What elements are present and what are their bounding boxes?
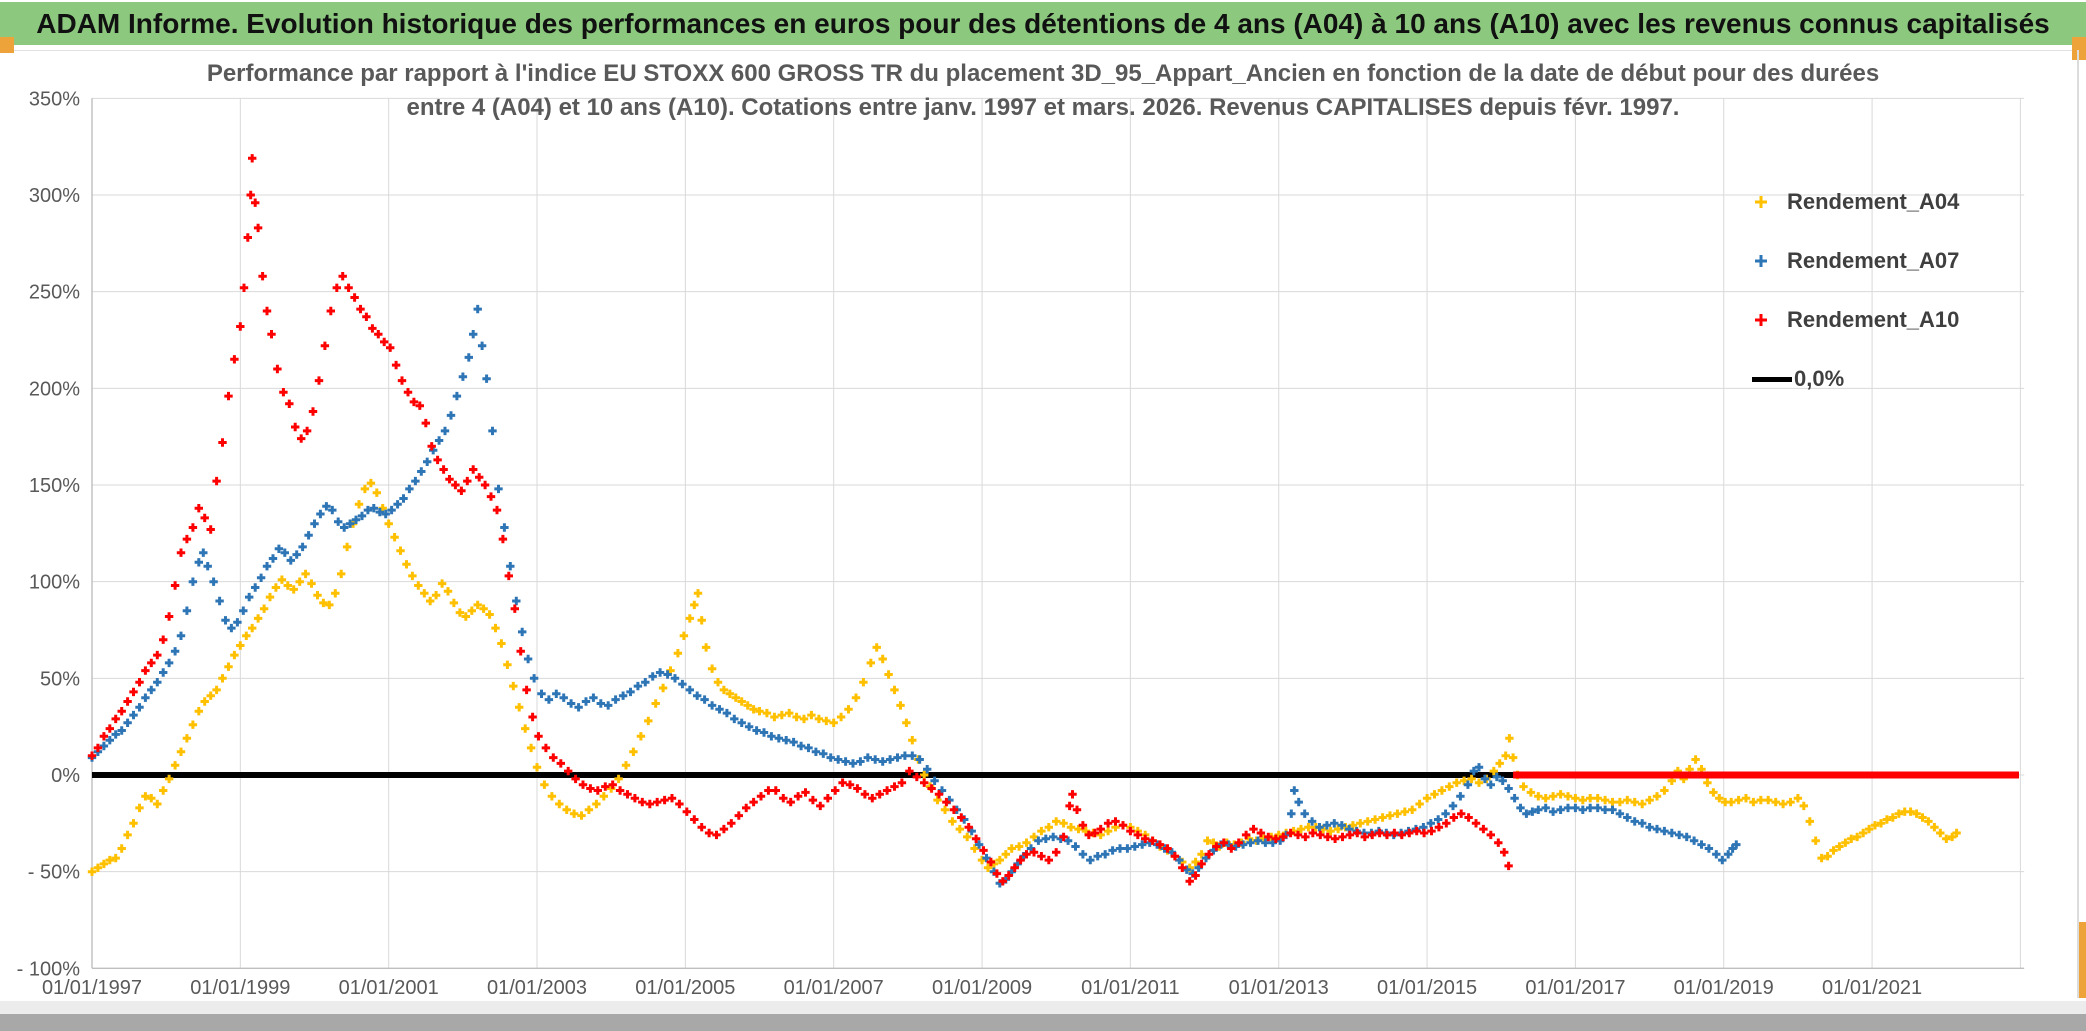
x-tick-label: 01/01/2013 <box>1229 977 1329 999</box>
legend-item-rendement-a10[interactable]: Rendement_A10 <box>1752 304 2052 336</box>
y-tick-label: 100% <box>29 572 80 594</box>
y-tick-label: - 100% <box>17 958 81 980</box>
x-tick-label: 01/01/2001 <box>339 977 439 999</box>
plus-marker-icon <box>1755 314 1767 326</box>
window-title-bar: ADAM Informe. Evolution historique des p… <box>0 0 2086 45</box>
x-tick-label: 01/01/2017 <box>1525 977 1625 999</box>
x-tick-label: 01/01/2009 <box>932 977 1032 999</box>
y-tick-label: 350% <box>29 88 80 110</box>
chart-title-line2: entre 4 (A04) et 10 ans (A10). Cotations… <box>406 94 1680 121</box>
plus-marker-icon <box>1755 196 1767 208</box>
legend-label: Rendement_A04 <box>1787 189 1960 214</box>
legend-item-zero-line[interactable]: 0,0% <box>1752 363 2052 395</box>
x-tick-label: 01/01/2003 <box>487 977 587 999</box>
y-tick-label: - 50% <box>28 862 80 884</box>
chart-frame-right <box>2077 50 2079 998</box>
legend-item-rendement-a07[interactable]: Rendement_A07 <box>1752 245 2052 277</box>
x-tick-label: 01/01/1999 <box>190 977 290 999</box>
gold-accent-right-top <box>2072 37 2086 60</box>
gold-accent-right-bottom <box>2079 922 2086 998</box>
y-tick-label: 0% <box>51 765 80 787</box>
x-tick-label: 01/01/1997 <box>42 977 142 999</box>
chart-legend: Rendement_A04 Rendement_A07 Rendement_A1… <box>1752 186 2052 422</box>
x-tick-label: 01/01/2007 <box>784 977 884 999</box>
legend-item-rendement-a04[interactable]: Rendement_A04 <box>1752 186 2052 218</box>
legend-label: 0,0% <box>1794 366 1845 391</box>
x-tick-label: 01/01/2015 <box>1377 977 1477 999</box>
y-tick-label: 250% <box>29 282 80 304</box>
y-tick-label: 200% <box>29 378 80 400</box>
series-rendement_a04 <box>87 478 1961 876</box>
y-tick-label: 300% <box>29 185 80 207</box>
header-divider <box>0 50 2086 51</box>
x-tick-label: 01/01/2019 <box>1674 977 1774 999</box>
chart-title-line1: Performance par rapport à l'indice EU ST… <box>206 60 1880 87</box>
x-tick-label: 01/01/2021 <box>1822 977 1922 999</box>
zero-line-swatch-icon <box>1752 376 1792 382</box>
y-tick-label: 150% <box>29 475 80 497</box>
page-title: ADAM Informe. Evolution historique des p… <box>36 7 2050 39</box>
x-tick-label: 01/01/2005 <box>635 977 735 999</box>
gold-accent-left <box>0 37 14 53</box>
bottom-strip-light <box>0 1001 2086 1014</box>
bottom-strip-dark <box>0 1014 2086 1031</box>
legend-label: Rendement_A07 <box>1787 248 1960 273</box>
x-tick-label: 01/01/2011 <box>1081 977 1180 999</box>
plus-marker-icon <box>1755 255 1767 267</box>
y-tick-label: 50% <box>40 668 80 690</box>
series-rendement_a10 <box>87 154 1513 886</box>
legend-label: Rendement_A10 <box>1787 307 1960 332</box>
chart-title: Performance par rapport à l'indice EU ST… <box>0 57 2086 125</box>
